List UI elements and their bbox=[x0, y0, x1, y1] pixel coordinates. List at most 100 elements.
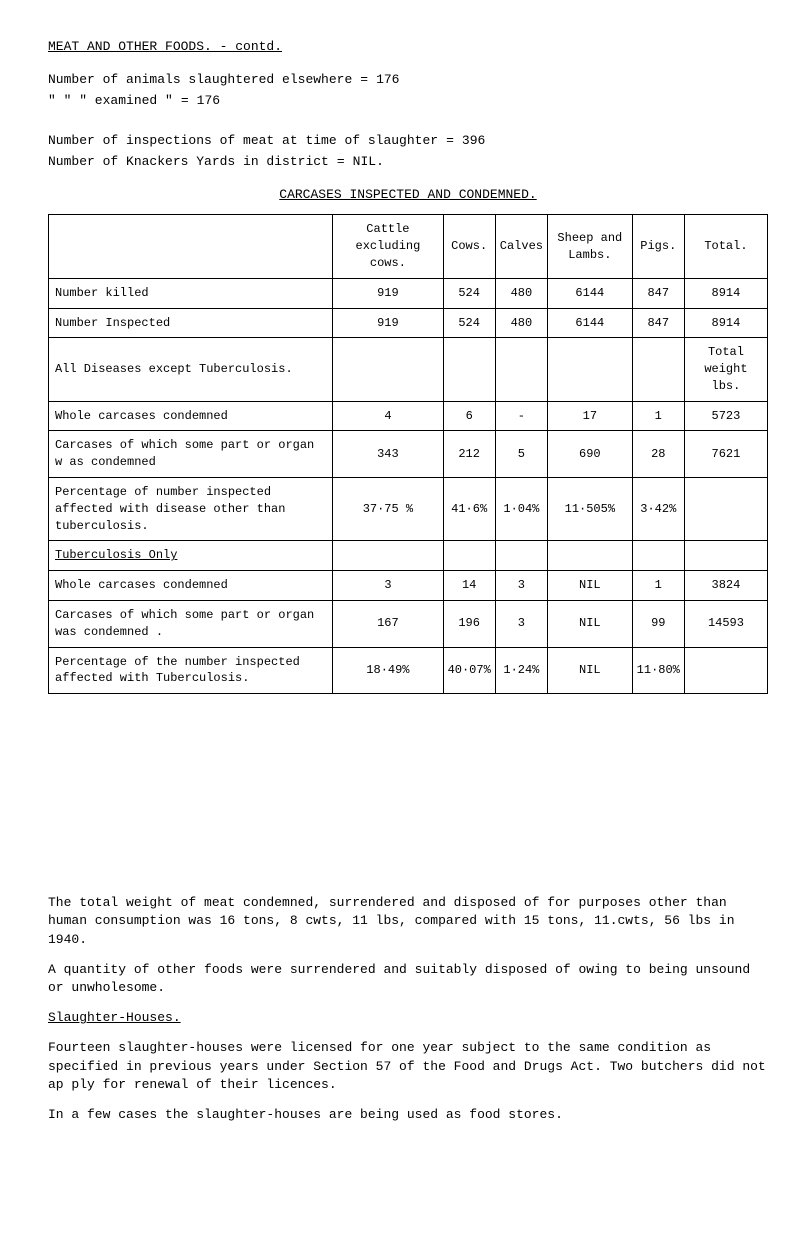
row-label: Number Inspected bbox=[49, 308, 333, 338]
table-title: CARCASES INSPECTED AND CONDEMNED. bbox=[48, 186, 768, 204]
page-title: MEAT AND OTHER FOODS. - contd. bbox=[48, 38, 768, 56]
cell bbox=[684, 478, 767, 541]
th-sheep: Sheep and Lambs. bbox=[548, 215, 633, 278]
cell bbox=[548, 338, 633, 401]
cell bbox=[632, 541, 684, 571]
cell: 14593 bbox=[684, 601, 767, 648]
cell: 99 bbox=[632, 601, 684, 648]
paragraph-2: A quantity of other foods were surrender… bbox=[48, 961, 768, 997]
cell bbox=[495, 541, 547, 571]
cell: 11·80% bbox=[632, 647, 684, 694]
stat-eq: = bbox=[438, 132, 462, 150]
cell: NIL bbox=[548, 601, 633, 648]
cell: 5 bbox=[495, 431, 547, 478]
stat-label: " " " examined " bbox=[48, 92, 173, 110]
table-row: All Diseases except Tuberculosis.Total w… bbox=[49, 338, 768, 401]
cell: 14 bbox=[443, 571, 495, 601]
table-row: Percentage of the number inspected affec… bbox=[49, 647, 768, 694]
th-cattle: Cattle excluding cows. bbox=[333, 215, 443, 278]
cell: 7621 bbox=[684, 431, 767, 478]
th-total: Total. bbox=[684, 215, 767, 278]
cell: 4 bbox=[333, 401, 443, 431]
th-blank bbox=[49, 215, 333, 278]
cell bbox=[632, 338, 684, 401]
cell: 3 bbox=[495, 571, 547, 601]
stat-value: 176 bbox=[376, 71, 399, 89]
stat-label: Number of animals slaughtered elsewhere bbox=[48, 71, 352, 89]
table-row: Carcases of which some part or organ was… bbox=[49, 601, 768, 648]
cell: 480 bbox=[495, 278, 547, 308]
carcases-table: Cattle excluding cows. Cows. Calves Shee… bbox=[48, 214, 768, 694]
stat-value: 396 bbox=[462, 132, 485, 150]
cell: 8914 bbox=[684, 308, 767, 338]
row-label: Whole carcases condemned bbox=[49, 401, 333, 431]
cell: 212 bbox=[443, 431, 495, 478]
cell: - bbox=[495, 401, 547, 431]
cell: 1 bbox=[632, 401, 684, 431]
cell: 196 bbox=[443, 601, 495, 648]
row-label: All Diseases except Tuberculosis. bbox=[49, 338, 333, 401]
th-cows: Cows. bbox=[443, 215, 495, 278]
stats-block-2: Number of inspections of meat at time of… bbox=[48, 132, 768, 171]
row-label: Whole carcases condemned bbox=[49, 571, 333, 601]
cell: 167 bbox=[333, 601, 443, 648]
row-label: Tuberculosis Only bbox=[49, 541, 333, 571]
cell: 3824 bbox=[684, 571, 767, 601]
cell: 3 bbox=[495, 601, 547, 648]
cell: 524 bbox=[443, 308, 495, 338]
paragraph-4: In a few cases the slaughter-houses are … bbox=[48, 1106, 768, 1124]
table-row: Whole carcases condemned3143NIL13824 bbox=[49, 571, 768, 601]
cell: 919 bbox=[333, 278, 443, 308]
cell bbox=[684, 541, 767, 571]
cell: 37·75 % bbox=[333, 478, 443, 541]
cell: 5723 bbox=[684, 401, 767, 431]
cell: 343 bbox=[333, 431, 443, 478]
cell: 40·07% bbox=[443, 647, 495, 694]
table-row: Tuberculosis Only bbox=[49, 541, 768, 571]
row-label: Carcases of which some part or organ w a… bbox=[49, 431, 333, 478]
cell: 524 bbox=[443, 278, 495, 308]
cell: 690 bbox=[548, 431, 633, 478]
table-row: Percentage of number inspected affected … bbox=[49, 478, 768, 541]
cell: 919 bbox=[333, 308, 443, 338]
paragraph-3: Fourteen slaughter-houses were licensed … bbox=[48, 1039, 768, 1094]
cell: 8914 bbox=[684, 278, 767, 308]
cell: 847 bbox=[632, 278, 684, 308]
cell: 1 bbox=[632, 571, 684, 601]
table-row: Carcases of which some part or organ w a… bbox=[49, 431, 768, 478]
stat-value: 176 bbox=[197, 92, 220, 110]
cell: 18·49% bbox=[333, 647, 443, 694]
cell bbox=[684, 647, 767, 694]
table-row: Whole carcases condemned46-1715723 bbox=[49, 401, 768, 431]
cell bbox=[443, 338, 495, 401]
cell bbox=[333, 541, 443, 571]
row-label: Number killed bbox=[49, 278, 333, 308]
cell: 6144 bbox=[548, 308, 633, 338]
cell: 1·24% bbox=[495, 647, 547, 694]
row-label: Carcases of which some part or organ was… bbox=[49, 601, 333, 648]
row-label: Percentage of the number inspected affec… bbox=[49, 647, 333, 694]
paragraph-1: The total weight of meat condemned, surr… bbox=[48, 894, 768, 949]
cell: 847 bbox=[632, 308, 684, 338]
cell: 41·6% bbox=[443, 478, 495, 541]
cell bbox=[443, 541, 495, 571]
stat-value: NIL. bbox=[353, 153, 384, 171]
stats-block-1: Number of animals slaughtered elsewhere … bbox=[48, 71, 768, 110]
cell: 3 bbox=[333, 571, 443, 601]
stat-eq: = bbox=[352, 71, 376, 89]
stat-label: Number of inspections of meat at time of… bbox=[48, 132, 438, 150]
cell bbox=[548, 541, 633, 571]
stat-eq: = bbox=[173, 92, 197, 110]
row-label: Percentage of number inspected affected … bbox=[49, 478, 333, 541]
cell: NIL bbox=[548, 571, 633, 601]
cell: 3·42% bbox=[632, 478, 684, 541]
cell: 17 bbox=[548, 401, 633, 431]
cell: 11·505% bbox=[548, 478, 633, 541]
table-row: Number Inspected91952448061448478914 bbox=[49, 308, 768, 338]
subheading-slaughter-houses: Slaughter-Houses. bbox=[48, 1009, 768, 1027]
cell bbox=[495, 338, 547, 401]
cell: 480 bbox=[495, 308, 547, 338]
cell: 1·04% bbox=[495, 478, 547, 541]
cell: NIL bbox=[548, 647, 633, 694]
th-pigs: Pigs. bbox=[632, 215, 684, 278]
